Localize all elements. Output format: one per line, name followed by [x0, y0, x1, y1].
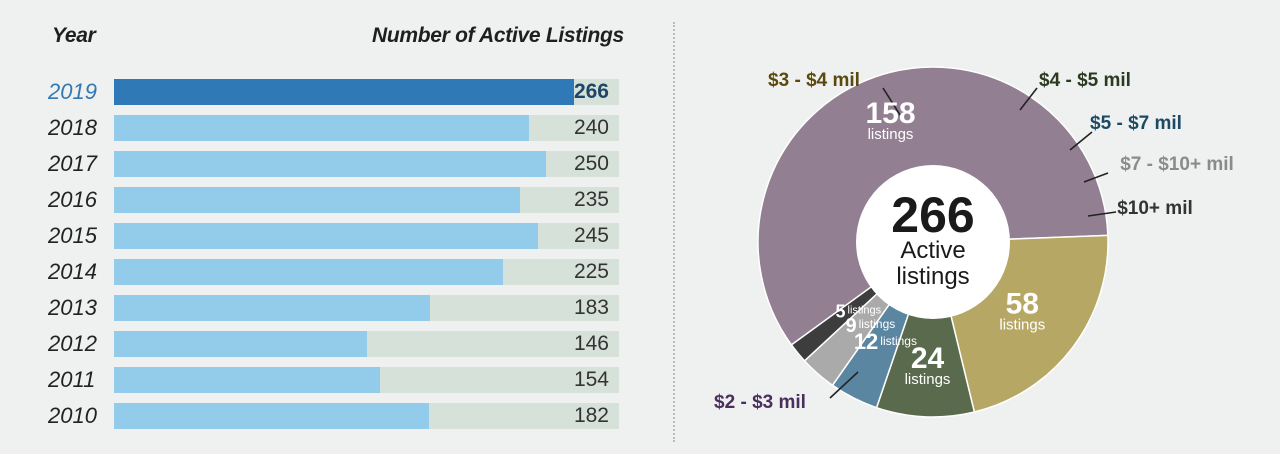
bar-value-label: 154	[573, 368, 609, 391]
bar	[114, 223, 538, 249]
bar-row: 2013 183	[0, 295, 660, 321]
bar-value-label: 182	[573, 404, 609, 427]
bar	[114, 259, 504, 285]
donut-chart-panel: 158 listings 58 listings 24 listings 12 listing…	[680, 0, 1280, 454]
bar-row: 2014 225	[0, 259, 660, 285]
bar	[114, 295, 431, 321]
bar-chart-panel: Year Number of Active Listings 2019 266 20…	[0, 24, 660, 429]
slice-unit-label: listings	[880, 334, 917, 348]
slice-unit-label: listings	[859, 317, 896, 331]
bar	[114, 331, 367, 357]
bar-row: 2010 182	[0, 403, 660, 429]
bar-track: 245	[114, 223, 619, 249]
slice-count-label: 58	[1006, 288, 1039, 321]
slice-range-label: $4 - $5 mil	[1039, 70, 1131, 91]
leader-line	[1087, 211, 1117, 217]
bar-value-label: 245	[573, 224, 609, 247]
slice-unit-label: listings	[868, 126, 914, 143]
slice-unit-label: listings	[848, 305, 882, 317]
leader-lines	[829, 87, 1117, 399]
bar-track: 266	[114, 79, 619, 105]
panel-divider	[673, 22, 675, 442]
leader-line	[829, 371, 859, 399]
slice-range-label: $5 - $7 mil	[1090, 113, 1182, 134]
bar	[114, 79, 575, 105]
bar	[114, 115, 530, 141]
bar	[114, 151, 547, 177]
listings-column-header: Number of Active Listings	[372, 24, 624, 47]
slice-range-label: $7 - $10+ mil	[1120, 154, 1234, 175]
bar-row: 2018 240	[0, 115, 660, 141]
bar-track: 250	[114, 151, 619, 177]
bar-value-label: 250	[573, 152, 609, 175]
slice-count-label: 158	[865, 97, 915, 130]
leader-line	[1069, 131, 1093, 151]
bar-year-label: 2013	[48, 295, 97, 320]
bar-track: 225	[114, 259, 619, 285]
range-labels: $2 - $3 mil $3 - $4 mil $4 - $5 mil $5 - $7…	[714, 70, 1234, 413]
leader-line	[1083, 172, 1109, 183]
slice-range-label: $10+ mil	[1117, 198, 1193, 219]
bar-track: 182	[114, 403, 619, 429]
bar-year-label: 2016	[48, 187, 97, 212]
slice-count-label: 5	[835, 302, 845, 322]
leader-line	[1019, 87, 1038, 111]
bar-value-label: 235	[573, 188, 609, 211]
slice-unit-label: listings	[905, 371, 951, 388]
bar-track: 235	[114, 187, 619, 213]
bar-track: 154	[114, 367, 619, 393]
bar-year-label: 2010	[48, 403, 97, 428]
bar-track: 146	[114, 331, 619, 357]
year-column-header: Year	[52, 24, 96, 47]
bar	[114, 367, 381, 393]
slice-range-label: $3 - $4 mil	[768, 70, 860, 91]
bar-year-label: 2014	[48, 259, 97, 284]
bar-row: 2011 154	[0, 367, 660, 393]
bar-row: 2019 266	[0, 79, 660, 105]
slice-count-label: 12	[854, 329, 878, 354]
bar-value-label: 240	[573, 116, 609, 139]
bar-row: 2016 235	[0, 187, 660, 213]
slice-count-label: 9	[845, 315, 856, 337]
center-total: 266	[891, 187, 974, 243]
bar-value-label: 225	[573, 260, 609, 283]
bar-year-label: 2015	[48, 223, 97, 248]
bar-row: 2012 146	[0, 331, 660, 357]
bar-year-label: 2019	[48, 79, 97, 104]
bar-row: 2015 245	[0, 223, 660, 249]
bar	[114, 187, 521, 213]
bar-value-label: 266	[573, 80, 609, 103]
bar-track: 240	[114, 115, 619, 141]
bar-row: 2017 250	[0, 151, 660, 177]
slice-unit-label: listings	[999, 317, 1045, 334]
center-label-line1: Active	[900, 237, 965, 264]
leader-line	[882, 87, 903, 119]
donut-hole	[856, 165, 1010, 319]
bar-year-label: 2012	[48, 331, 97, 356]
bar-value-label: 146	[573, 332, 609, 355]
bar-year-label: 2017	[48, 151, 97, 176]
bar-year-label: 2018	[48, 115, 97, 140]
slice-count-label: 24	[911, 342, 945, 375]
donut-slice	[875, 239, 976, 418]
slice-range-label: $2 - $3 mil	[714, 392, 806, 413]
bar-year-label: 2011	[48, 367, 96, 392]
bar-value-label: 183	[573, 296, 609, 319]
bar-track: 183	[114, 295, 619, 321]
center-label-line2: listings	[896, 263, 969, 290]
bar	[114, 403, 429, 429]
